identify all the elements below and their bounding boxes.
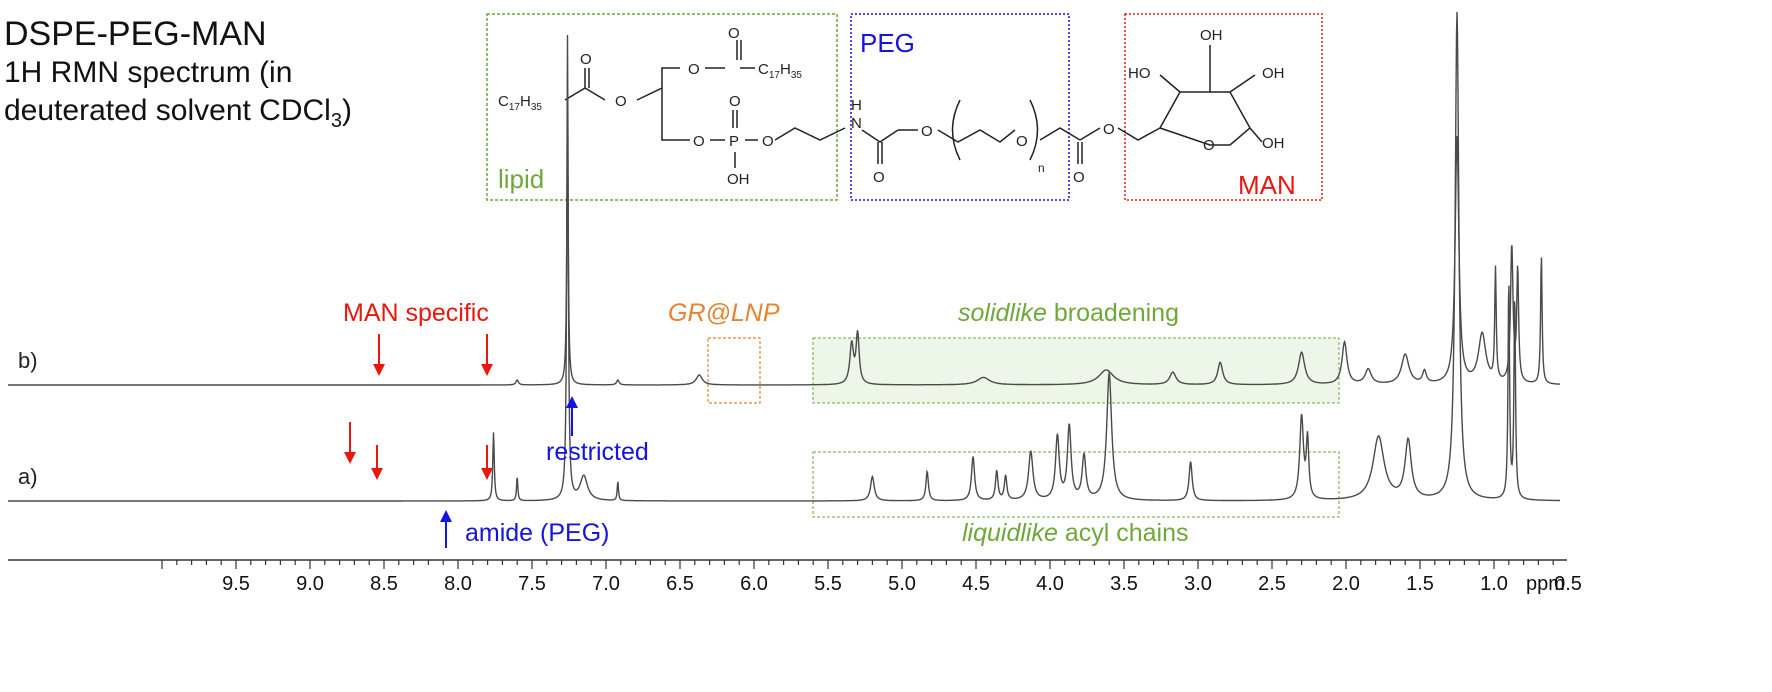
subtitle-line2-prefix: deuterated solvent CDCl (4, 94, 331, 127)
x-tick-label: 3.0 (1184, 573, 1212, 595)
chart-subtitle: 1H RMN spectrum (in deuterated solvent C… (4, 54, 424, 140)
x-tick-label: 6.0 (740, 573, 768, 595)
series-label-b: b) (18, 348, 38, 373)
atom-p: P (729, 133, 739, 150)
man-label: MAN (1238, 170, 1296, 200)
arrow-man-b-2 (481, 334, 493, 376)
lipid-label: lipid (498, 164, 544, 194)
spectrum-line-a (8, 11, 1560, 502)
peg-label: PEG (860, 28, 915, 58)
peg-subscript-n: n (1038, 161, 1045, 175)
series-label-a: a) (18, 464, 38, 489)
arrow-group (344, 334, 578, 548)
x-tick-label: 9.5 (222, 573, 250, 595)
man-linker (1039, 127, 1161, 164)
atom-h-amide: H (851, 97, 862, 114)
lipid-box (486, 13, 838, 201)
liquidlike-region-box (812, 451, 1340, 518)
subtitle-line2-suffix: ) (341, 94, 352, 127)
subtitle-line1: 1H RMN spectrum (in (4, 56, 293, 89)
x-tick-label: 1.0 (1480, 573, 1508, 595)
atom-oh-top: OH (1200, 27, 1223, 44)
annotation-liquidlike: liquidlike acyl chains (962, 519, 1189, 547)
chemical-structure (486, 13, 1323, 201)
atom-ho: HO (1128, 65, 1151, 82)
atom-o-phosphate-top: O (729, 93, 741, 110)
atom-o-phosphate-left: O (693, 133, 705, 150)
x-tick-label: 6.5 (666, 573, 694, 595)
x-tick-label: 8.5 (370, 573, 398, 595)
x-tick-label: 9.0 (296, 573, 324, 595)
atom-c17h35-left: C17H35 (498, 93, 542, 113)
atom-o-carbamate: O (873, 169, 885, 186)
chart-title: DSPE-PEG-MAN (4, 15, 267, 53)
arrow-man-b-1 (373, 334, 385, 376)
atom-o-ester-carbonyl: O (1073, 169, 1085, 186)
arrow-man-a-3 (481, 445, 493, 480)
solidlike-region-box (812, 337, 1340, 404)
man-box (1124, 13, 1323, 201)
subtitle-line2-sub: 3 (330, 110, 342, 132)
x-tick-label: 7.5 (518, 573, 546, 595)
x-tick-label: 5.0 (888, 573, 916, 595)
x-tick-label: 0.5 (1554, 573, 1582, 595)
peg-box (850, 13, 1070, 201)
atom-oh-phosphate: OH (727, 171, 750, 188)
x-tick-label: 3.5 (1110, 573, 1138, 595)
x-tick-label: 4.5 (962, 573, 990, 595)
peg-bonds (861, 129, 1016, 164)
annotation-solidlike: solidlike broadening (958, 299, 1179, 327)
atom-o-carbamate-ester: O (921, 123, 933, 140)
atom-o-ring: O (1203, 137, 1215, 154)
annotation-gr-lnp: GR@LNP (668, 299, 780, 327)
atom-oh-right: OH (1262, 65, 1285, 82)
x-tick-label: 8.0 (444, 573, 472, 595)
arrow-man-a-1 (344, 422, 356, 464)
peg-bracket-right (1029, 99, 1039, 161)
x-tick-label: 1.5 (1406, 573, 1434, 595)
atom-o-carbonyl-top: O (728, 25, 740, 42)
x-tick-label: 5.5 (814, 573, 842, 595)
x-axis: 9.5 9.0 8.5 8.0 7.5 7.0 6.5 6.0 5.5 5.0 4.5 4.0 3.5 3… (8, 559, 1582, 595)
arrow-amide (440, 510, 452, 548)
atom-o-carbonyl-left: O (580, 51, 592, 68)
x-tick-label: 7.0 (592, 573, 620, 595)
x-tick-label: 2.5 (1258, 573, 1286, 595)
arrow-restricted (566, 396, 578, 436)
atom-o-ester-man: O (1103, 121, 1115, 138)
title-block: DSPE-PEG-MAN 1H RMN spectrum (in deutera… (4, 14, 424, 140)
x-tick-label: 4.0 (1036, 573, 1064, 595)
atom-o-ester-top: O (688, 61, 700, 78)
mannose-ring (1159, 45, 1263, 146)
atom-o-peg: O (1016, 133, 1028, 150)
structure-labels: C17H35 O O O O C17H35 O P O OH O H N O O… (498, 25, 1285, 188)
annotation-man-specific: MAN specific (343, 299, 489, 327)
atom-o-ester-left: O (615, 93, 627, 110)
atom-o-phosphate-right: O (762, 133, 774, 150)
annotation-amide: amide (PEG) (465, 519, 609, 547)
x-axis-ticks: 9.5 9.0 8.5 8.0 7.5 7.0 6.5 6.0 5.5 5.0 4.5 4.0 3.5 3… (161, 560, 1582, 595)
atom-oh-bottom: OH (1262, 135, 1285, 152)
atom-c17h35-top: C17H35 (758, 61, 802, 81)
gr-lnp-region-box (707, 337, 761, 404)
arrow-man-a-2 (371, 445, 383, 480)
atom-n-amide: N (851, 115, 862, 132)
x-axis-label: ppm (1526, 573, 1565, 595)
lipid-bonds (564, 40, 846, 168)
spectrum-line-b (8, 135, 1560, 386)
x-tick-label: 2.0 (1332, 573, 1360, 595)
annotation-restricted: restricted (546, 438, 649, 466)
peg-bracket-left (951, 99, 961, 161)
